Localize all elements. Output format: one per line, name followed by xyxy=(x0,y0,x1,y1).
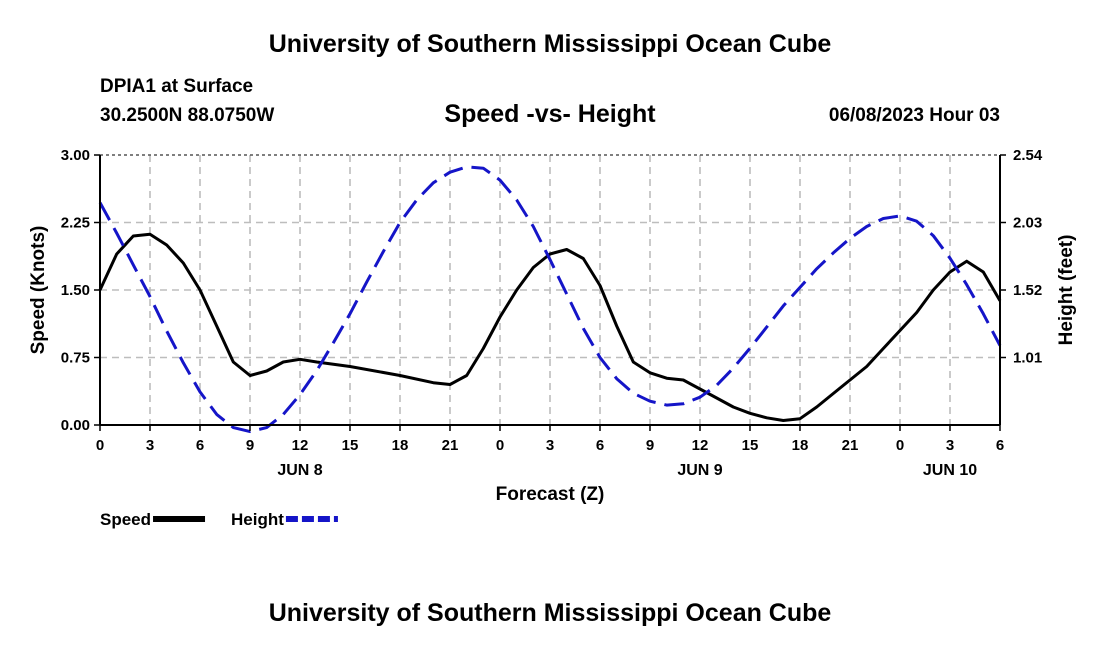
x-tick-label: 12 xyxy=(692,437,709,454)
axis-labels: Forecast (Z) Speed (Knots) Height (feet) xyxy=(28,226,1077,505)
station-coordinates: 30.2500N 88.0750W xyxy=(100,105,275,126)
left-y-tick-label: 2.25 xyxy=(61,215,90,232)
x-axis-title: Forecast (Z) xyxy=(496,484,605,505)
grid xyxy=(100,154,1000,425)
x-tick-label: 15 xyxy=(342,437,359,454)
x-day-label: JUN 9 xyxy=(677,462,722,479)
left-y-tick-label: 3.00 xyxy=(61,147,90,164)
left-y-tick-label: 0.00 xyxy=(61,417,90,434)
x-day-label: JUN 10 xyxy=(923,462,977,479)
series-height-line xyxy=(98,165,1002,434)
x-tick-label: 3 xyxy=(546,437,554,454)
x-tick-label: 21 xyxy=(842,437,859,454)
series-layer xyxy=(98,165,1002,434)
right-y-tick-label: 2.54 xyxy=(1013,147,1043,164)
x-tick-label: 0 xyxy=(96,437,104,454)
x-tick-label: 9 xyxy=(646,437,654,454)
legend-label-speed: Speed xyxy=(100,510,151,529)
x-tick-label: 12 xyxy=(292,437,309,454)
x-tick-label: 18 xyxy=(392,437,409,454)
station-label: DPIA1 at Surface xyxy=(100,76,254,97)
x-tick-label: 3 xyxy=(946,437,954,454)
legend-label-height: Height xyxy=(231,510,284,529)
footer-title: University of Southern Mississippi Ocean… xyxy=(268,599,832,627)
right-y-tick-label: 1.52 xyxy=(1013,282,1042,299)
x-tick-label: 3 xyxy=(146,437,154,454)
x-tick-label: 6 xyxy=(196,437,204,454)
x-tick-label: 15 xyxy=(742,437,759,454)
chart-title: Speed -vs- Height xyxy=(444,100,656,128)
x-day-label: JUN 8 xyxy=(277,462,322,479)
left-axis-title: Speed (Knots) xyxy=(28,226,49,355)
right-axis-title: Height (feet) xyxy=(1056,235,1077,346)
axes: 0 3 6 9 12 15 18 21 0 3 6 9 12 15 18 21 0 3 6 JUN 8 JUN 9 JUN… xyxy=(61,147,1043,479)
series-speed-line xyxy=(98,232,1002,422)
right-y-tick-label: 1.01 xyxy=(1013,350,1042,367)
x-tick-label: 0 xyxy=(896,437,904,454)
left-y-tick-label: 0.75 xyxy=(61,350,90,367)
x-tick-label: 18 xyxy=(792,437,809,454)
left-y-tick-label: 1.50 xyxy=(61,282,90,299)
right-y-tick-label: 2.03 xyxy=(1013,215,1042,232)
page-title: University of Southern Mississippi Ocean… xyxy=(268,30,832,58)
x-tick-label: 6 xyxy=(996,437,1004,454)
forecast-datetime: 06/08/2023 Hour 03 xyxy=(828,105,1000,126)
x-tick-label: 9 xyxy=(246,437,254,454)
x-tick-label: 0 xyxy=(496,437,504,454)
x-tick-label: 6 xyxy=(596,437,604,454)
legend: Speed Height xyxy=(100,510,338,529)
x-tick-label: 21 xyxy=(442,437,459,454)
